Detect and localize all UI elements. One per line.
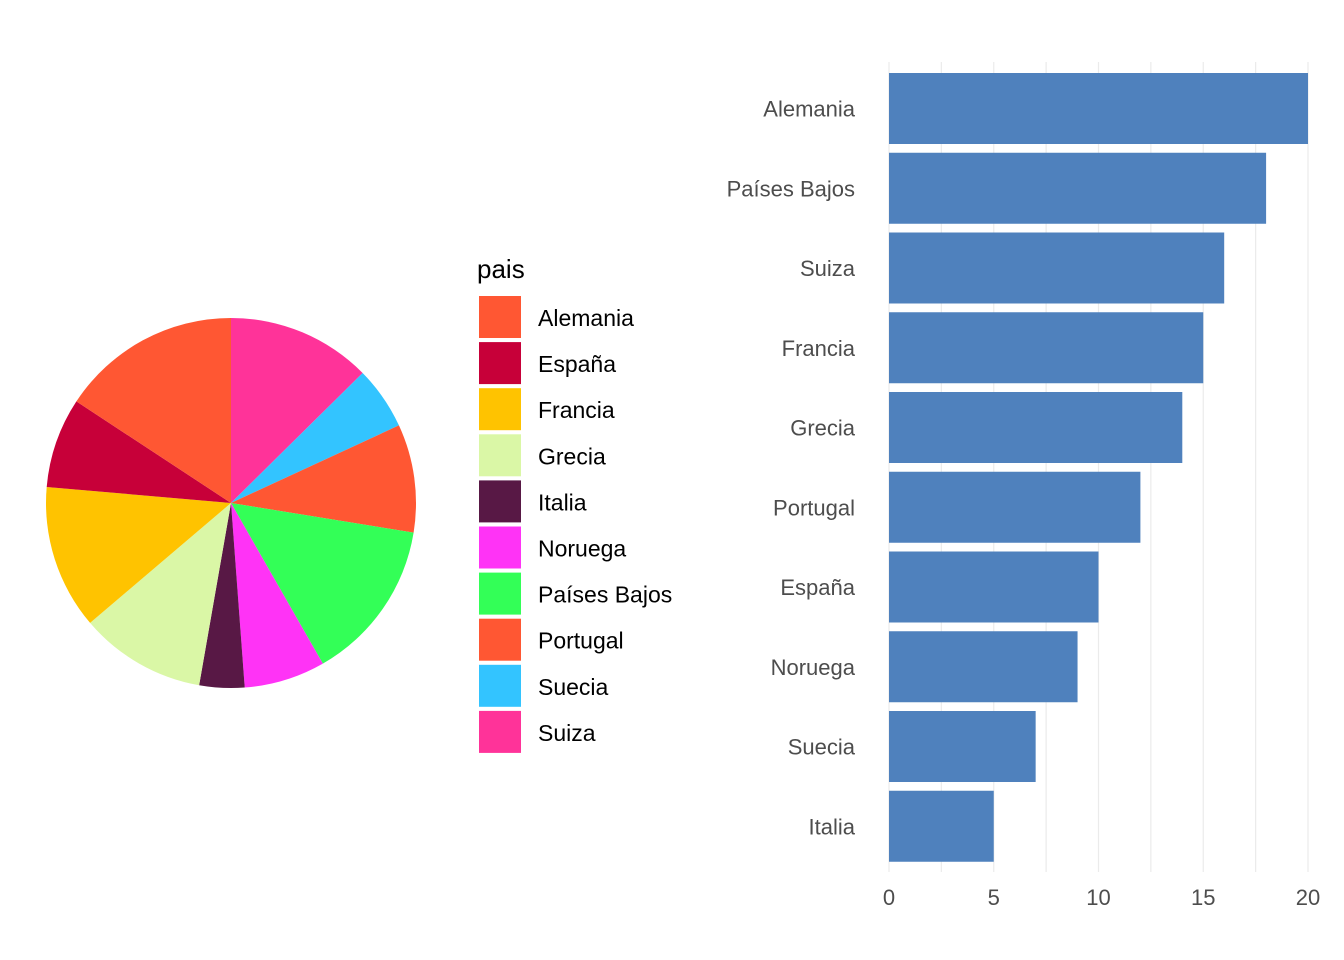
category-label-francia: Francia (782, 336, 856, 361)
category-label-alemania: Alemania (763, 97, 855, 122)
pie-slice-paises-bajos (231, 503, 414, 664)
pie-slice-francia (45, 487, 231, 623)
bar-paises-bajos (889, 152, 1267, 224)
legend-key-italia (479, 480, 521, 523)
legend-key-suiza (479, 710, 521, 753)
pie-slice-suecia (231, 373, 399, 503)
pie-slice-noruega (231, 503, 323, 688)
x-tick-label: 15 (1191, 885, 1215, 910)
legend-key-francia (479, 388, 521, 431)
legend-label-paises-bajos: Países Bajos (538, 582, 672, 608)
legend-label-suiza: Suiza (538, 720, 596, 746)
legend-key-grecia (479, 434, 521, 477)
x-tick-label: 10 (1086, 885, 1110, 910)
category-label-suecia: Suecia (788, 735, 856, 760)
legend-label-grecia: Grecia (538, 443, 606, 469)
bar-noruega (889, 631, 1078, 703)
pie-slice-italia (199, 503, 245, 688)
legend-key-noruega (479, 526, 521, 569)
bar-francia (889, 312, 1204, 384)
pie-slice-suiza (231, 318, 363, 503)
legend-label-italia: Italia (538, 489, 587, 515)
category-label-portugal: Portugal (773, 495, 855, 520)
pie-chart (45, 318, 416, 688)
legend-title: pais (477, 254, 525, 284)
legend-key-alemania (479, 296, 521, 338)
pie-slice-grecia (90, 503, 231, 686)
legend-label-francia: Francia (538, 397, 615, 423)
bar-portugal (889, 471, 1141, 543)
category-label-espana: España (780, 575, 855, 600)
legend-label-noruega: Noruega (538, 536, 626, 562)
bar-chart: Alemania Países Bajos Suiza Francia Grecia Po… (727, 62, 1320, 910)
legend-label-portugal: Portugal (538, 628, 624, 654)
legend-key-suecia (479, 664, 521, 707)
category-label-noruega: Noruega (771, 655, 856, 680)
x-tick-label: 5 (988, 885, 1000, 910)
bar-alemania (889, 73, 1308, 144)
category-label-grecia: Grecia (790, 416, 856, 441)
bar-espana (889, 551, 1099, 623)
legend-key-paises-bajos (479, 572, 521, 615)
pie-slice-portugal (231, 425, 416, 533)
legend-label-suecia: Suecia (538, 674, 609, 700)
category-label-suiza: Suiza (800, 256, 856, 281)
category-label-italia: Italia (809, 814, 856, 839)
pie-legend: pais Alemania España Francia Grecia Italia No… (477, 254, 672, 753)
pie-slice-espana (46, 401, 231, 503)
legend-label-espana: España (538, 351, 616, 377)
bar-suiza (889, 232, 1225, 304)
pie-slice-alemania (76, 318, 231, 503)
legend-key-espana (479, 342, 521, 385)
category-label-paises-bajos: Países Bajos (727, 176, 855, 201)
x-tick-label: 0 (883, 885, 895, 910)
bar-italia (889, 790, 994, 862)
x-tick-label: 20 (1296, 885, 1320, 910)
bar-grecia (889, 392, 1183, 463)
legend-label-alemania: Alemania (538, 305, 634, 331)
legend-key-portugal (479, 618, 521, 661)
bar-suecia (889, 711, 1036, 782)
